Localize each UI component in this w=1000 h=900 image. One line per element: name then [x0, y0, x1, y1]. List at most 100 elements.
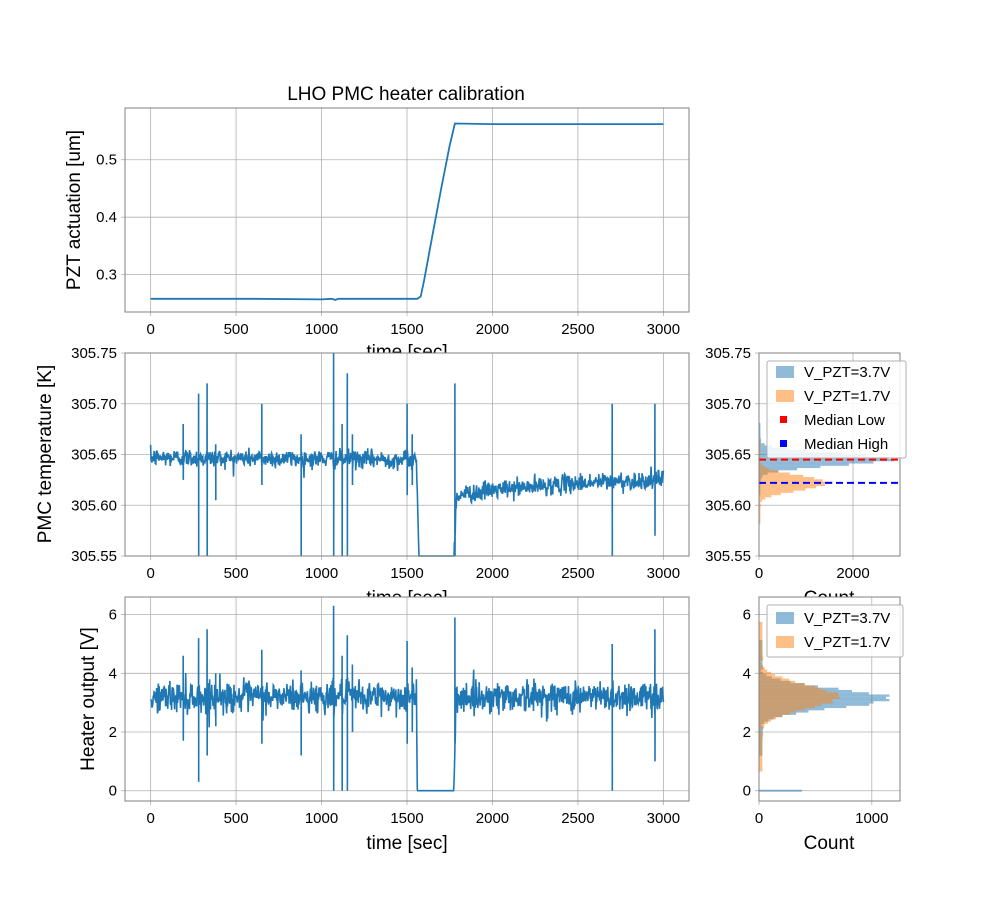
- pzt-xtick-label-5: 2500: [561, 321, 594, 338]
- legend-marker-median-high: [780, 440, 787, 447]
- heater-x-tick-labels: 0 500 1000 1500 2000 2500 3000: [146, 810, 680, 827]
- hhist-bar-1-51: [759, 683, 805, 686]
- heater-ytick-label-3: 6: [109, 607, 117, 624]
- temp-xtick-label-5: 2500: [561, 565, 594, 582]
- pzt-x-tick-labels: 0 500 1000 1500 2000 2500 3000: [146, 321, 680, 338]
- hhist-bar-1-45: [759, 696, 841, 699]
- hhist-bar-1-58: [759, 667, 765, 670]
- thist-bar-1-26: [759, 495, 772, 498]
- hhist-legend: V_PZT=3.7V V_PZT=1.7V: [766, 604, 904, 658]
- hhist-bar-1-18: [759, 757, 763, 761]
- thist-bar-1-37: [759, 470, 779, 473]
- hhist-ytick-label-3: 6: [743, 607, 751, 624]
- hhist-bar-1-14: [759, 767, 763, 770]
- hhist-bar-1-70: [759, 640, 763, 643]
- thist-bar-1-48: [759, 445, 761, 448]
- pzt-ytick-label-2: 0.5: [96, 152, 117, 169]
- hhist-bar-1-64: [759, 653, 763, 656]
- hhist-bar-1-65: [759, 651, 763, 654]
- thist-bar-1-41: [759, 461, 761, 464]
- heater-output-plot: 0 500 1000 1500 2000 2500 3000 0 2 4 6 time [sec]…: [78, 596, 690, 854]
- thist-bar-0-49: [759, 443, 765, 446]
- pzt-xtick-label-1: 500: [224, 321, 249, 338]
- thist-bar-1-39: [759, 465, 765, 469]
- heater-xtick-label-4: 2000: [476, 810, 509, 827]
- thist-bar-1-28: [759, 490, 794, 493]
- hhist-bar-1-42: [759, 703, 822, 706]
- hhist-bar-1-37: [759, 714, 783, 718]
- hhist-bar-1-59: [759, 665, 763, 668]
- pzt-plot-frame: [124, 107, 690, 313]
- pzt-xtick-label-0: 0: [146, 321, 154, 338]
- thist-xtick-label-0: 0: [755, 565, 763, 582]
- thist-bar-1-49: [759, 443, 761, 446]
- hhist-bar-1-55: [759, 674, 776, 677]
- legend-swatch-v37: [776, 366, 794, 378]
- hhist-bar-1-46: [759, 694, 839, 697]
- hhist-bar-1-63: [759, 655, 763, 659]
- hhist-bar-1-52: [759, 680, 796, 684]
- legend-swatch-v17: [776, 390, 794, 402]
- hhist-bar-1-78: [759, 621, 763, 625]
- hhist-bar-1-23: [759, 746, 763, 749]
- hhist-ytick-label-1: 2: [743, 724, 751, 741]
- hhist-bar-1-17: [759, 760, 763, 763]
- pzt-gridlines: [121, 108, 689, 316]
- heater-xtick-label-0: 0: [146, 810, 154, 827]
- hhist-bar-1-76: [759, 626, 763, 629]
- hhist-bar-1-74: [759, 631, 763, 634]
- legend-swatch-v17: [776, 636, 794, 648]
- heater-xtick-label-3: 1500: [390, 810, 423, 827]
- thist-ytick-label-2: 305.65: [705, 447, 751, 464]
- hhist-bar-1-49: [759, 687, 821, 690]
- thist-bar-0-53: [759, 434, 761, 437]
- hhist-bar-1-19: [759, 755, 763, 758]
- hhist-bar-1-56: [759, 671, 772, 675]
- heater-xtick-label-2: 1000: [305, 810, 338, 827]
- hhist-bar-1-31: [759, 728, 762, 731]
- thist-bar-0-56: [759, 427, 761, 430]
- hhist-bar-1-68: [759, 644, 763, 647]
- legend-marker-median-low: [780, 416, 787, 423]
- temp-xtick-label-0: 0: [146, 565, 154, 582]
- hhist-plot-frame: [758, 596, 901, 802]
- pzt-xtick-label-3: 1500: [390, 321, 423, 338]
- thist-bar-1-30: [759, 486, 817, 489]
- hhist-bar-1-28: [759, 735, 763, 738]
- hhist-bar-1-32: [759, 726, 763, 729]
- hhist-bar-1-30: [759, 730, 761, 733]
- thist-bar-1-16: [759, 517, 761, 520]
- thist-ytick-label-4: 305.75: [705, 345, 751, 362]
- pzt-y-axis-label: PZT actuation [um]: [64, 130, 85, 290]
- thist-bar-1-22: [759, 504, 761, 507]
- hhist-bar-1-39: [759, 710, 796, 713]
- heater-xtick-label-6: 3000: [647, 810, 680, 827]
- thist-legend-box: [766, 360, 907, 459]
- hhist-bar-1-27: [759, 737, 763, 740]
- hhist-bar-1-22: [759, 748, 763, 752]
- thist-bar-1-33: [759, 479, 823, 482]
- hhist-bar-1-20: [759, 753, 763, 756]
- thist-bar-1-25: [759, 497, 766, 500]
- pmc-temperature-plot: 0 500 1000 1500 2000 2500 3000 305.55305.60305…: [35, 345, 690, 609]
- heater-ytick-label-0: 0: [109, 783, 117, 800]
- hhist-bar-1-75: [759, 628, 763, 631]
- hhist-bar-1-25: [759, 742, 763, 745]
- thist-bar-1-24: [759, 499, 762, 502]
- hhist-bars: [759, 621, 890, 792]
- temp-xtick-label-1: 500: [224, 565, 249, 582]
- pzt-actuation-plot: 0 500 1000 1500 2000 2500 3000 0.30.40.5 time …: [64, 107, 690, 363]
- thist-bar-1-21: [759, 506, 761, 509]
- hhist-bar-1-38: [759, 712, 791, 715]
- temp-y-tick-labels: 305.55 305.60 305.65 305.70 305.75: [71, 345, 117, 565]
- thist-bar-0-52: [759, 436, 761, 439]
- thist-bar-1-29: [759, 488, 806, 491]
- hhist-ytick-label-0: 0: [743, 783, 751, 800]
- hhist-bar-1-43: [759, 701, 833, 704]
- hhist-xtick-label-0: 0: [755, 810, 763, 827]
- thist-bar-1-19: [759, 510, 761, 514]
- temp-ytick-label-0: 305.55: [71, 548, 117, 565]
- hhist-bar-1-60: [759, 662, 762, 665]
- thist-bar-0-51: [759, 438, 762, 441]
